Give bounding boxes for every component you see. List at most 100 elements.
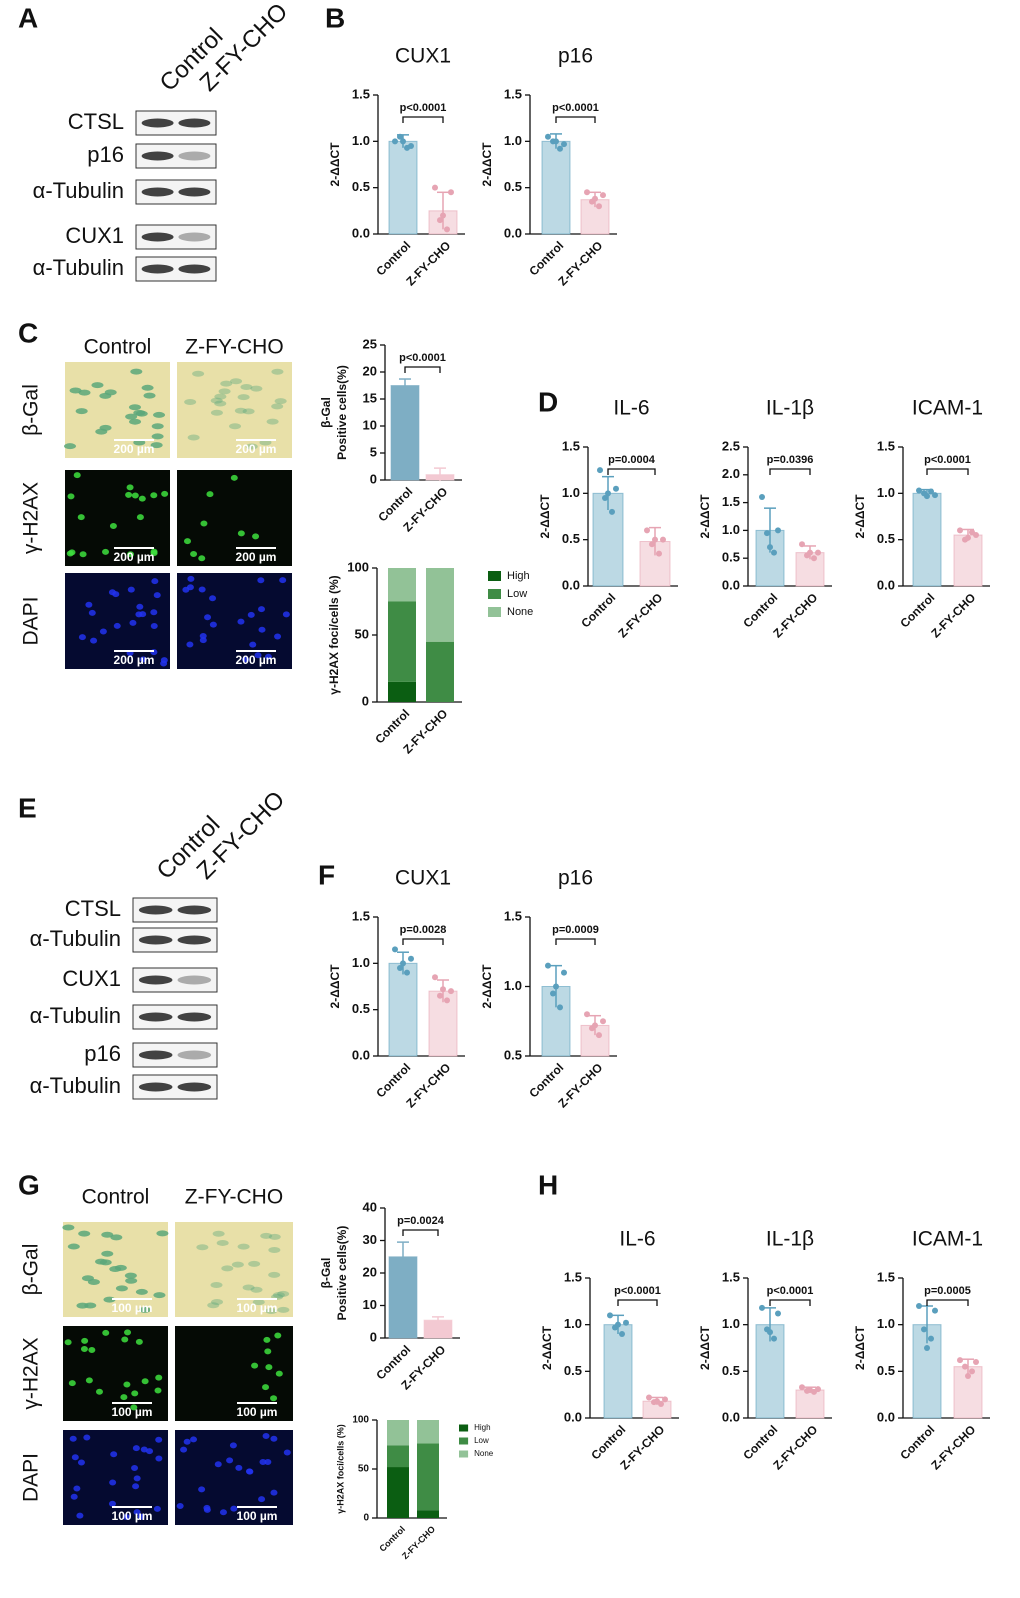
panel-label: B — [325, 2, 345, 33]
stacked-bar-segment — [388, 681, 416, 702]
y-tick-label: 0.5 — [352, 179, 370, 194]
cell — [129, 418, 142, 425]
data-point — [924, 1345, 930, 1351]
cell — [83, 1434, 91, 1441]
data-point — [392, 138, 398, 145]
data-point — [767, 544, 773, 551]
cell — [259, 1459, 267, 1466]
cell — [230, 474, 238, 481]
y-tick-label: 1.0 — [722, 1316, 740, 1331]
y-tick-label: 50 — [355, 626, 369, 641]
cell — [245, 443, 258, 450]
blot-band — [177, 975, 212, 985]
data-point — [957, 1357, 963, 1364]
cell — [151, 433, 164, 440]
micrograph — [63, 1430, 168, 1525]
y-tick-label: 2.0 — [722, 466, 740, 481]
cell — [245, 1468, 253, 1475]
y-tick-label: 1.0 — [877, 1316, 895, 1331]
cell — [79, 551, 87, 558]
data-point — [965, 1373, 971, 1379]
y-tick-label: 15 — [363, 390, 377, 405]
y-axis-label: 2-ΔΔCT — [853, 1325, 867, 1370]
cell — [257, 577, 265, 584]
cell — [251, 1362, 259, 1369]
data-point — [969, 1368, 975, 1375]
bar — [953, 534, 983, 587]
data-point — [815, 549, 821, 556]
cell — [131, 492, 139, 499]
cell — [211, 1299, 224, 1306]
stacked-bar-segment — [388, 568, 416, 602]
stacked-bar-segment — [417, 1510, 439, 1518]
scale-bar-label: 100 µm — [237, 1405, 278, 1419]
y-axis-label: 2-ΔΔCT — [698, 494, 712, 539]
scale-bar-label: 200 µm — [236, 653, 277, 667]
significance-label: p<0.0001 — [614, 1285, 661, 1297]
significance-bracket — [402, 938, 444, 945]
y-tick-label: 30 — [363, 1232, 377, 1247]
data-point — [607, 1312, 613, 1319]
cell — [216, 1239, 229, 1246]
data-point — [602, 494, 608, 501]
micrograph-row-label: γ-H2AX — [20, 1337, 43, 1409]
cell — [102, 548, 110, 555]
cell — [143, 392, 156, 399]
cell — [268, 1271, 281, 1278]
blot-row-label: CTSL — [65, 896, 121, 921]
data-point — [662, 1396, 668, 1403]
cell — [91, 382, 104, 389]
cell — [210, 397, 223, 404]
data-point — [600, 1018, 606, 1025]
cell — [258, 606, 266, 613]
cell — [229, 1442, 237, 1449]
data-point — [759, 1304, 765, 1311]
cell — [124, 1272, 137, 1279]
cell — [199, 633, 207, 640]
cell — [115, 1285, 128, 1292]
cell — [206, 491, 214, 498]
cell — [274, 1332, 282, 1339]
y-tick-label: 1.0 — [722, 522, 740, 537]
cell — [237, 530, 245, 537]
micrograph-column-label: Control — [82, 1186, 150, 1209]
cell — [210, 1282, 223, 1289]
y-tick-label: 0.5 — [877, 1363, 895, 1378]
y-tick-label: 5 — [370, 444, 377, 459]
panel-label: E — [18, 792, 37, 823]
data-point — [397, 964, 403, 971]
chart-title: ICAM-1 — [912, 397, 983, 420]
cell — [183, 1438, 191, 1445]
cell — [218, 388, 231, 395]
chart-title: ICAM-1 — [912, 1228, 983, 1251]
cell — [155, 1374, 163, 1381]
y-axis-label: β-Gal — [319, 397, 333, 428]
cell — [113, 622, 121, 629]
y-tick-label: 1.0 — [504, 978, 522, 993]
stacked-bar-segment — [387, 1467, 409, 1518]
y-tick-label: 0.5 — [352, 1001, 370, 1016]
cell — [84, 1302, 97, 1309]
y-tick-label: 0.0 — [352, 225, 370, 240]
cell — [219, 1509, 227, 1516]
bar — [912, 492, 942, 587]
data-point — [615, 1321, 621, 1328]
significance-label: p=0.0024 — [397, 1215, 445, 1227]
cell — [139, 656, 147, 663]
data-point — [656, 550, 662, 557]
data-point — [440, 212, 446, 219]
cell — [154, 1387, 162, 1394]
data-point — [764, 530, 770, 537]
significance-label: p<0.0001 — [400, 102, 447, 114]
cell — [69, 387, 82, 394]
cell — [75, 408, 88, 415]
cell — [264, 1348, 272, 1355]
cell — [125, 1277, 138, 1284]
scale-bar-label: 100 µm — [237, 1509, 278, 1523]
stacked-bar-segment — [387, 1445, 409, 1468]
cell — [214, 1461, 222, 1468]
cell — [78, 1230, 91, 1237]
y-tick-label: 1.5 — [504, 86, 522, 101]
y-tick-label: 0.0 — [504, 225, 522, 240]
